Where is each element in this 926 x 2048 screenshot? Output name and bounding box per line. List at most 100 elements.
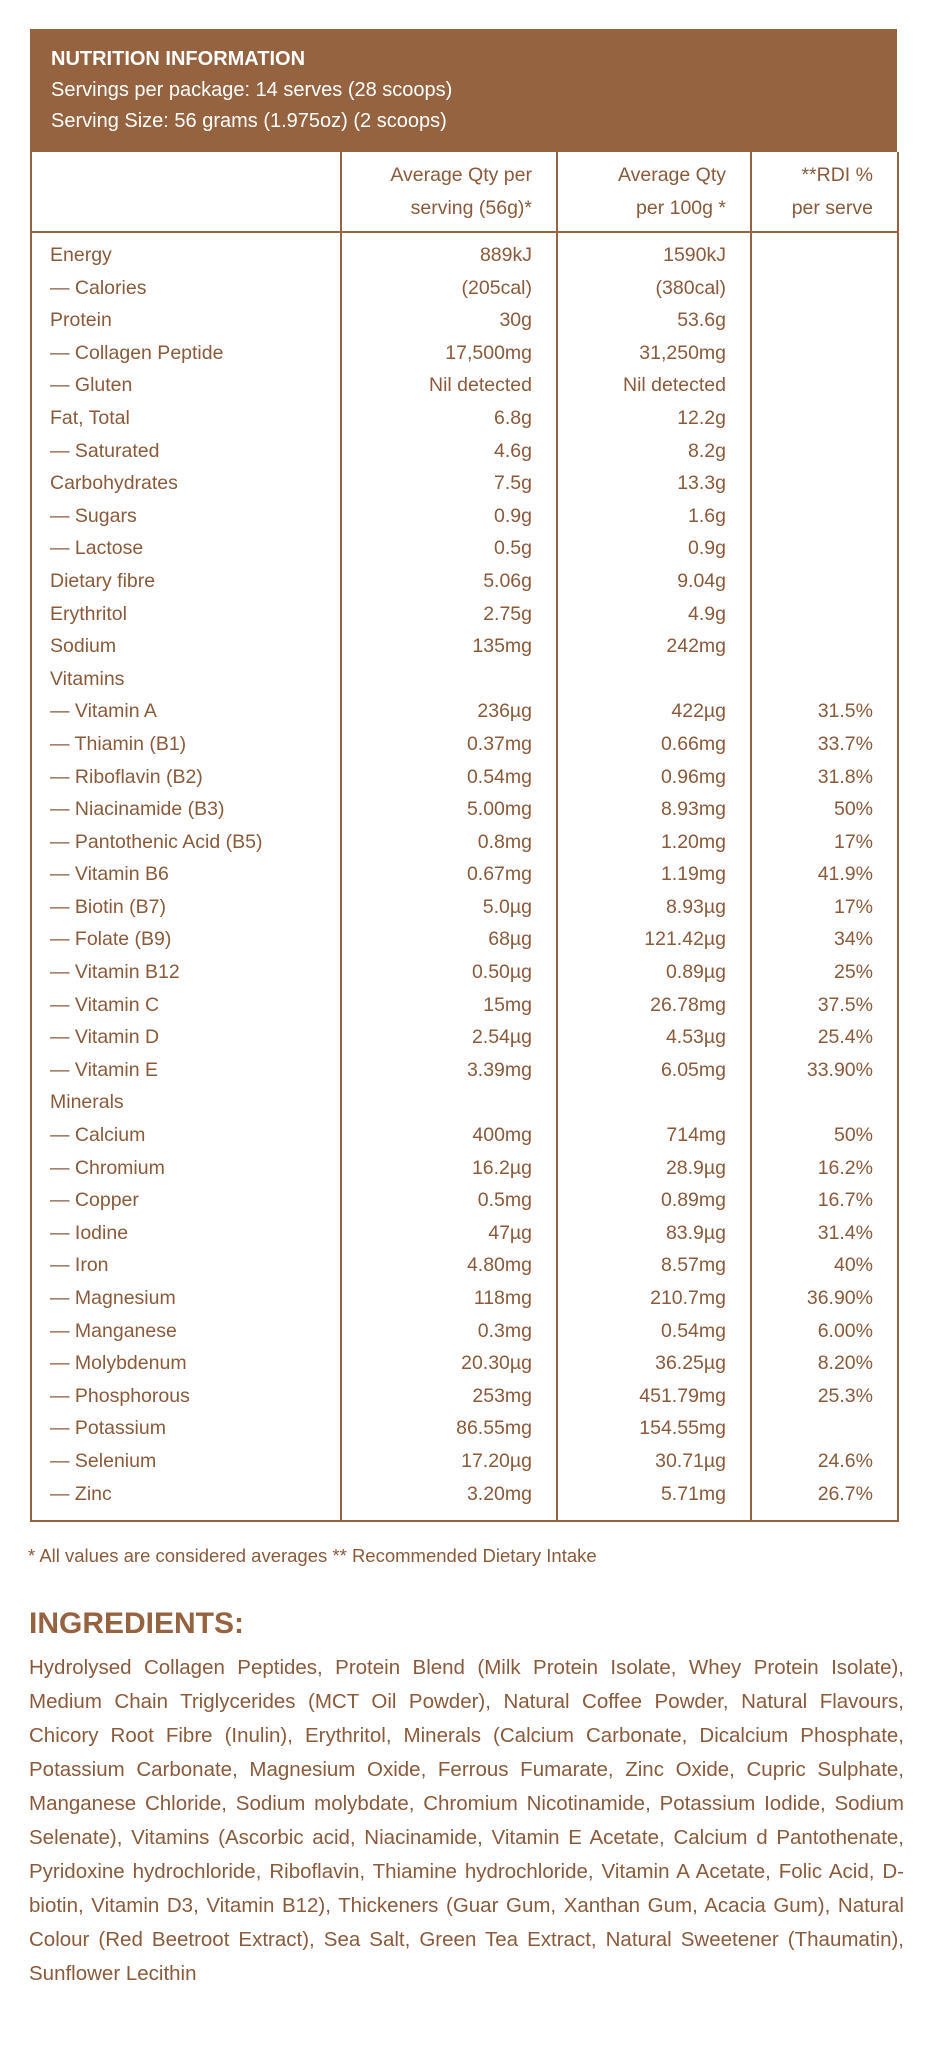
panel-header: NUTRITION INFORMATION Servings per packa… bbox=[30, 29, 897, 152]
nutrient-value: 25.3% bbox=[750, 1379, 899, 1413]
nutrient-value bbox=[750, 597, 899, 631]
nutrient-value: 0.66mg bbox=[556, 727, 752, 761]
nutrient-value: 253mg bbox=[340, 1379, 558, 1413]
nutrient-row: — Pantothenic Acid (B5) 0.8mg 1.20mg 17% bbox=[30, 825, 899, 859]
nutrient-row: — Vitamin D 2.54µg 4.53µg 25.4% bbox=[30, 1021, 899, 1054]
nutrient-label: — Selenium bbox=[30, 1444, 342, 1478]
nutrient-row: — Vitamin A 236µg 422µg 31.5% bbox=[30, 695, 899, 728]
nutrient-value bbox=[750, 232, 899, 272]
nutrient-row: — Molybdenum 20.30µg 36.25µg 8.20% bbox=[30, 1347, 899, 1380]
nutrient-label: Sodium bbox=[30, 630, 342, 663]
nutrient-label: — Manganese bbox=[30, 1314, 342, 1348]
nutrient-label: Energy bbox=[30, 232, 342, 272]
nutrient-row: — Copper 0.5mg 0.89mg 16.7% bbox=[30, 1184, 899, 1217]
nutrient-value: 16.7% bbox=[750, 1184, 899, 1217]
nutrient-value: 5.0µg bbox=[340, 890, 558, 924]
nutrient-row: Dietary fibre 5.06g 9.04g bbox=[30, 564, 899, 598]
nutrient-label: — Potassium bbox=[30, 1412, 342, 1445]
nutrient-label: Carbohydrates bbox=[30, 467, 342, 500]
nutrient-value: 31,250mg bbox=[556, 336, 752, 370]
nutrient-row: — Vitamin B12 0.50µg 0.89µg 25% bbox=[30, 956, 899, 989]
nutrient-value: 17% bbox=[750, 890, 899, 924]
nutrient-value: 9.04g bbox=[556, 564, 752, 598]
nutrient-label: — Collagen Peptide bbox=[30, 336, 342, 370]
nutrient-value: 13.3g bbox=[556, 467, 752, 500]
nutrient-label: — Calories bbox=[30, 271, 342, 305]
nutrient-value bbox=[750, 304, 899, 337]
nutrient-value: 1.20mg bbox=[556, 825, 752, 859]
nutrient-value: 154.55mg bbox=[556, 1412, 752, 1445]
nutrient-label: — Pantothenic Acid (B5) bbox=[30, 825, 342, 859]
nutrient-value bbox=[750, 271, 899, 305]
nutrient-value: 0.50µg bbox=[340, 956, 558, 989]
nutrient-label: — Vitamin D bbox=[30, 1021, 342, 1054]
nutrient-value: 2.54µg bbox=[340, 1021, 558, 1054]
nutrient-row: — Potassium 86.55mg 154.55mg bbox=[30, 1412, 899, 1445]
nutrient-value: (205cal) bbox=[340, 271, 558, 305]
nutrient-value: 0.54mg bbox=[340, 760, 558, 794]
nutrient-value: Nil detected bbox=[340, 369, 558, 402]
nutrient-value: 12.2g bbox=[556, 401, 752, 435]
nutrient-value: 1.6g bbox=[556, 499, 752, 533]
nutrient-label: — Iodine bbox=[30, 1216, 342, 1250]
nutrient-row: Sodium 135mg 242mg bbox=[30, 630, 899, 663]
header-line: per serve bbox=[791, 196, 873, 219]
nutrient-value: 8.93mg bbox=[556, 793, 752, 826]
nutrient-value: 2.75g bbox=[340, 597, 558, 631]
nutrient-value: 5.00mg bbox=[340, 793, 558, 826]
header-line: per 100g * bbox=[636, 196, 726, 219]
nutrient-value: 31.8% bbox=[750, 760, 899, 794]
nutrient-row: — Iodine 47µg 83.9µg 31.4% bbox=[30, 1216, 899, 1250]
panel-title: NUTRITION INFORMATION bbox=[51, 48, 306, 70]
nutrient-value: 41.9% bbox=[750, 858, 899, 891]
nutrient-value bbox=[750, 532, 899, 565]
nutrient-row: — Thiamin (B1) 0.37mg 0.66mg 33.7% bbox=[30, 727, 899, 761]
nutrient-label: — Copper bbox=[30, 1184, 342, 1217]
nutrient-row: — Magnesium 118mg 210.7mg 36.90% bbox=[30, 1282, 899, 1315]
header-line: Average Qty bbox=[617, 163, 726, 186]
nutrient-label: — Zinc bbox=[30, 1477, 342, 1523]
nutrient-label: — Iron bbox=[30, 1249, 342, 1282]
nutrient-value: 6.05mg bbox=[556, 1053, 752, 1087]
nutrient-row: — Vitamin B6 0.67mg 1.19mg 41.9% bbox=[30, 858, 899, 891]
nutrient-label: Erythritol bbox=[30, 597, 342, 631]
nutrient-value bbox=[750, 630, 899, 663]
nutrient-value: 16.2µg bbox=[340, 1151, 558, 1185]
ingredients-title: INGREDIENTS: bbox=[29, 1607, 245, 1640]
nutrient-value: 4.80mg bbox=[340, 1249, 558, 1282]
nutrient-row: — Lactose 0.5g 0.9g bbox=[30, 532, 899, 565]
nutrient-value bbox=[556, 662, 752, 696]
nutrient-value bbox=[750, 564, 899, 598]
nutrient-label: — Vitamin A bbox=[30, 695, 342, 728]
nutrient-value: 40% bbox=[750, 1249, 899, 1282]
nutrient-row: — Collagen Peptide 17,500mg 31,250mg bbox=[30, 336, 899, 370]
nutrient-value: 0.5g bbox=[340, 532, 558, 565]
nutrient-row: Minerals bbox=[30, 1086, 899, 1120]
header-row: Average Qty per serving (56g)* Average Qty… bbox=[30, 152, 899, 233]
nutrient-value: 28.9µg bbox=[556, 1151, 752, 1185]
nutrient-row: — Riboflavin (B2) 0.54mg 0.96mg 31.8% bbox=[30, 760, 899, 794]
nutrient-label: — Lactose bbox=[30, 532, 342, 565]
nutrient-value: 8.2g bbox=[556, 434, 752, 468]
nutrient-value bbox=[750, 434, 899, 468]
nutrient-row: — Sugars 0.9g 1.6g bbox=[30, 499, 899, 533]
nutrient-value bbox=[340, 662, 558, 696]
nutrient-value: 422µg bbox=[556, 695, 752, 728]
header-cell: **RDI % per serve bbox=[750, 152, 899, 233]
ingredients-text: Hydrolysed Collagen Peptides, Protein Bl… bbox=[29, 1656, 904, 1985]
nutrient-value: 8.93µg bbox=[556, 890, 752, 924]
nutrient-value: 30g bbox=[340, 304, 558, 337]
nutrient-value: 7.5g bbox=[340, 467, 558, 500]
nutrient-value: 5.71mg bbox=[556, 1477, 752, 1523]
nutrient-label: — Niacinamide (B3) bbox=[30, 793, 342, 826]
nutrient-value: 33.7% bbox=[750, 727, 899, 761]
nutrient-label: — Vitamin B12 bbox=[30, 956, 342, 989]
nutrient-value: 26.7% bbox=[750, 1477, 899, 1523]
nutrient-value: 0.3mg bbox=[340, 1314, 558, 1348]
header-line: Serving Size: 56 grams (1.975oz) (2 scoo… bbox=[51, 110, 447, 132]
nutrient-value: 0.89µg bbox=[556, 956, 752, 989]
nutrient-value: 47µg bbox=[340, 1216, 558, 1250]
nutrient-value: 135mg bbox=[340, 630, 558, 663]
nutrient-value: 8.57mg bbox=[556, 1249, 752, 1282]
